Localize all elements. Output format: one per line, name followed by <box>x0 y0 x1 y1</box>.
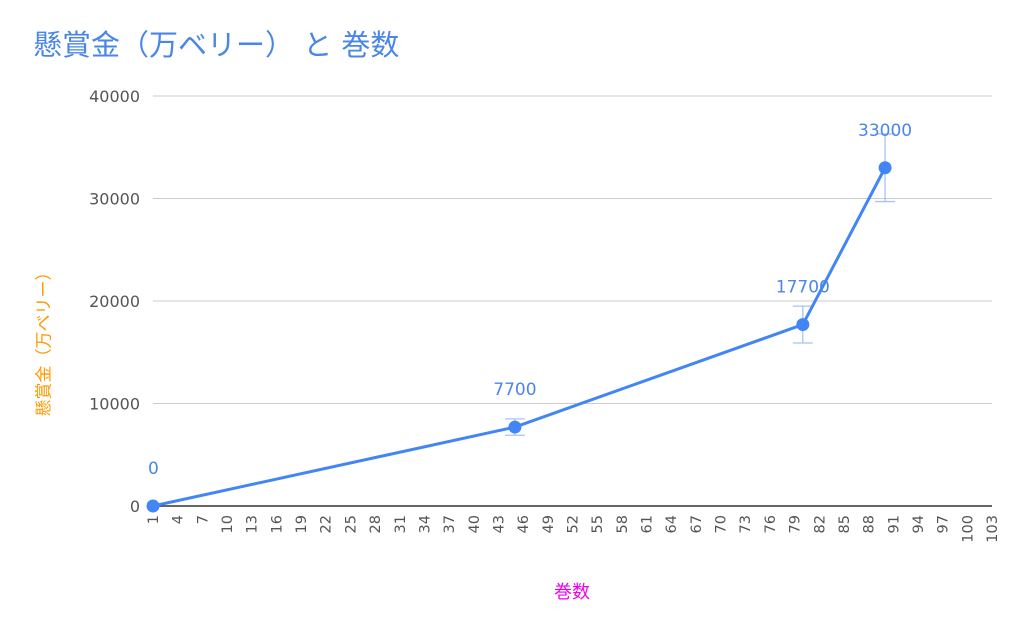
data-point <box>146 499 160 513</box>
y-tick-label: 10000 <box>89 395 140 414</box>
x-tick-label: 64 <box>664 515 680 533</box>
x-axis-label: 巻数 <box>554 582 590 603</box>
x-tick-label: 79 <box>788 515 804 533</box>
x-tick-label: 67 <box>689 515 705 533</box>
data-label: 7700 <box>493 380 536 400</box>
x-tick-label: 55 <box>590 515 606 533</box>
x-tick-label: 91 <box>886 515 902 533</box>
x-tick-label: 16 <box>269 515 285 533</box>
data-point <box>796 318 810 332</box>
x-tick-label: 34 <box>417 515 433 533</box>
x-tick-label: 28 <box>368 515 384 533</box>
x-tick-label: 94 <box>911 515 927 533</box>
x-tick-label: 61 <box>640 515 656 533</box>
x-tick-label: 52 <box>566 515 582 533</box>
x-tick-label: 40 <box>467 515 483 533</box>
x-tick-label: 70 <box>714 515 730 533</box>
x-tick-label: 58 <box>615 515 631 533</box>
x-tick-label: 73 <box>738 515 754 533</box>
chart-title: 懸賞金（万ベリー） と 巻数 <box>33 28 400 62</box>
x-tick-label: 1 <box>146 515 162 524</box>
y-tick-label: 20000 <box>89 292 140 311</box>
data-point <box>508 420 522 434</box>
data-label: 0 <box>148 459 159 479</box>
x-tick-label: 22 <box>319 515 335 533</box>
x-tick-label: 103 <box>985 515 1001 543</box>
series-line <box>151 166 887 508</box>
x-tick-label: 85 <box>837 515 853 533</box>
x-tick-label: 7 <box>195 515 211 524</box>
x-tick-label: 13 <box>245 515 261 533</box>
x-tick-label: 37 <box>442 515 458 533</box>
x-tick-label: 88 <box>862 515 878 533</box>
x-tick-label: 76 <box>763 515 779 533</box>
x-tick-label: 19 <box>294 515 310 533</box>
x-tick-label: 31 <box>393 515 409 533</box>
x-tick-label: 100 <box>960 515 976 543</box>
x-tick-label: 49 <box>541 515 557 533</box>
x-tick-label: 4 <box>171 515 187 524</box>
x-tick-label: 82 <box>812 515 828 533</box>
x-tick-label: 46 <box>516 515 532 533</box>
data-label: 33000 <box>858 121 912 141</box>
data-label: 17700 <box>776 278 830 298</box>
x-tick-label: 97 <box>936 515 952 533</box>
data-point <box>878 161 892 175</box>
y-tick-label: 30000 <box>89 190 140 209</box>
y-tick-label: 40000 <box>89 87 140 106</box>
x-tick-label: 25 <box>343 515 359 533</box>
x-tick-label: 43 <box>491 515 507 533</box>
x-tick-label: 10 <box>220 515 236 533</box>
y-tick-label: 0 <box>130 497 140 516</box>
